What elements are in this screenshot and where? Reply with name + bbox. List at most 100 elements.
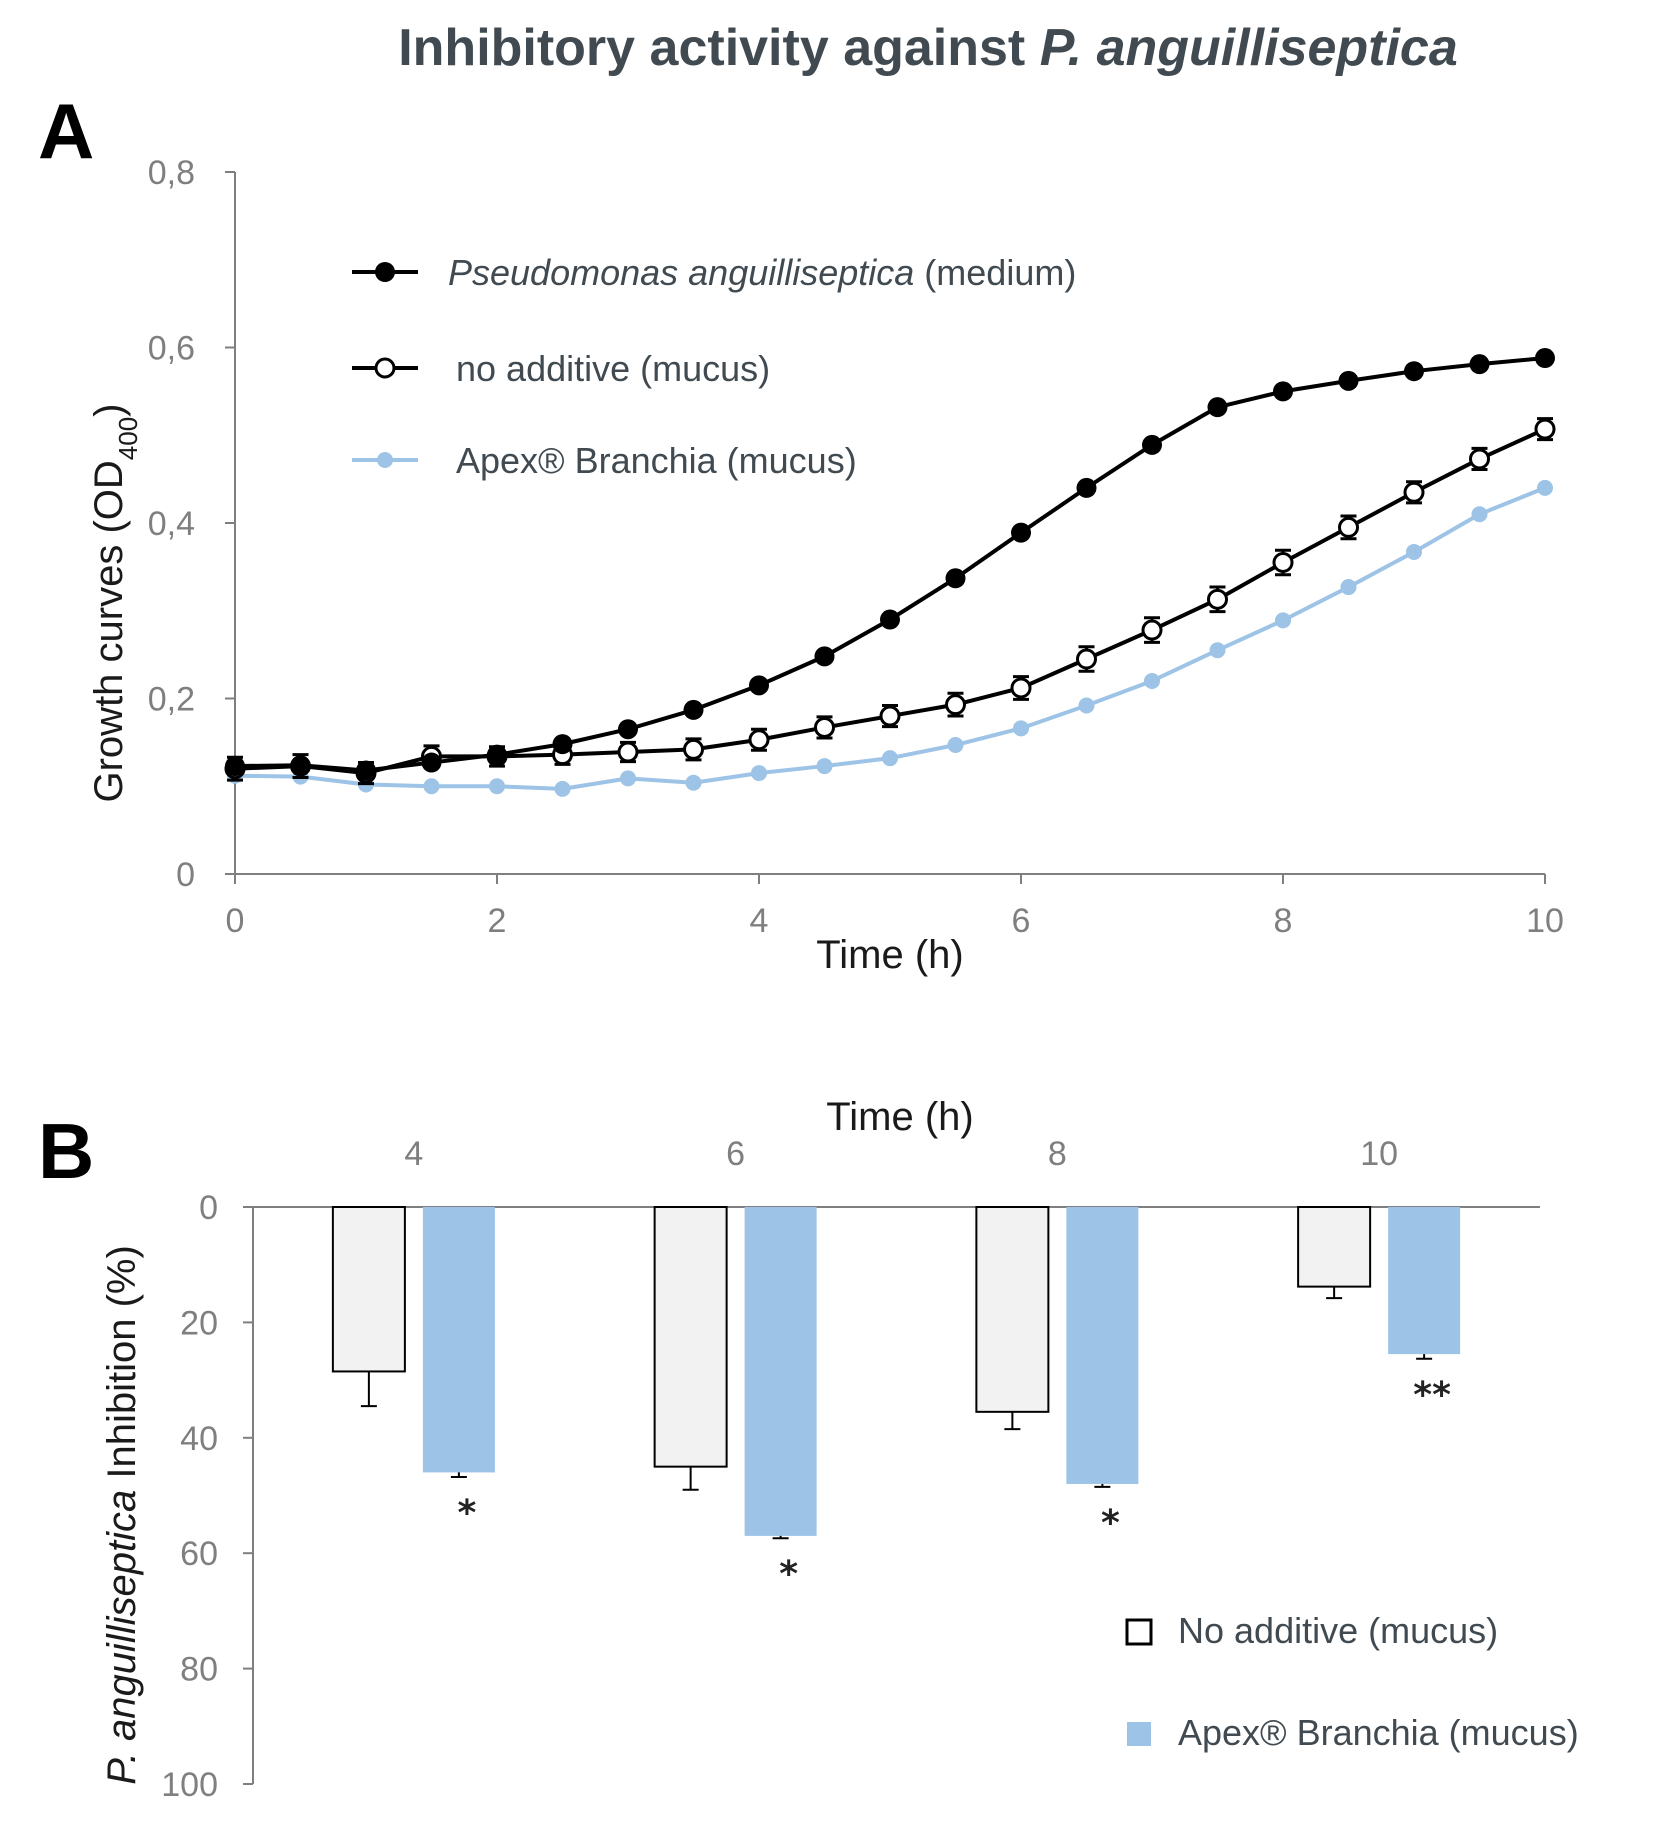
data-point <box>554 780 571 797</box>
significance-marker: * <box>457 1493 476 1534</box>
data-point <box>1406 543 1422 560</box>
y-axis-label-subscript: 400 <box>113 417 143 460</box>
data-point <box>1209 642 1226 659</box>
legend-swatch-apex <box>1127 1722 1151 1746</box>
legend-label-rest: (medium) <box>914 252 1076 293</box>
legend-label: Apex® Branchia (mucus) <box>1178 1712 1579 1753</box>
y-tick-label: 0,2 <box>148 681 195 719</box>
legend-marker <box>374 357 396 379</box>
data-point <box>1207 588 1228 610</box>
bar-apex-8 <box>1066 1207 1139 1484</box>
data-point <box>620 770 636 787</box>
data-point <box>1272 551 1294 573</box>
bar-x-axis-label: Time (h) <box>826 1095 973 1139</box>
data-point <box>421 752 442 773</box>
series-0 <box>225 348 1555 781</box>
data-point <box>1207 397 1228 418</box>
bar-category-label: 4 <box>404 1135 423 1173</box>
inhibition-legend: No additive (mucus) Apex® Branchia (mucus… <box>1125 1610 1579 1753</box>
legend-marker <box>375 262 395 282</box>
y-tick-label: 0 <box>176 856 195 894</box>
legend-swatch-no-additive <box>1125 1618 1153 1646</box>
y-axis-label-main: Growth curves (OD <box>87 460 131 802</box>
data-point <box>1275 612 1291 629</box>
data-point <box>1010 677 1032 699</box>
data-point <box>1469 448 1490 470</box>
significance-marker: ** <box>1413 1375 1451 1416</box>
legend-label: No additive (mucus) <box>1178 1610 1498 1651</box>
x-tick-label: 4 <box>750 902 769 940</box>
bar-y-axis-label: P. anguilliseptica Inhibition (%) <box>100 1245 144 1785</box>
data-point <box>356 760 376 781</box>
bar-error <box>682 1466 699 1491</box>
data-point <box>1141 619 1163 641</box>
legend-marker <box>377 452 393 468</box>
data-point <box>552 734 573 755</box>
data-point <box>617 741 639 763</box>
bar-y-axis-label-species: P. anguilliseptica <box>100 1490 144 1785</box>
data-point <box>1403 481 1425 503</box>
data-point <box>947 737 964 754</box>
bar-y-tick-label: 40 <box>180 1420 218 1458</box>
series-2 <box>227 479 1553 797</box>
data-point <box>1013 720 1029 737</box>
data-point <box>1404 361 1424 382</box>
series-1 <box>224 417 1556 786</box>
bar-no-additive-10 <box>1297 1206 1372 1288</box>
data-point <box>1144 672 1160 689</box>
data-point <box>1537 479 1553 496</box>
significance-marker: * <box>1101 1503 1120 1544</box>
bar-category-label: 6 <box>726 1135 745 1173</box>
data-point <box>618 719 638 740</box>
data-point <box>1142 434 1162 455</box>
y-axis-label-close: ) <box>87 403 131 416</box>
bar-error <box>1004 1411 1021 1431</box>
bar-no-additive-8 <box>975 1206 1050 1413</box>
bar-y-tick-label: 100 <box>161 1766 218 1804</box>
bar-apex-4 <box>422 1207 495 1473</box>
growth-curve-legend: Pseudomonas anguilliseptica (medium) no a… <box>352 252 1076 481</box>
data-point <box>880 609 900 630</box>
data-point <box>1338 370 1359 391</box>
data-point <box>882 750 898 767</box>
data-point <box>1471 506 1488 523</box>
data-point <box>1273 381 1293 402</box>
bar-error <box>360 1371 377 1408</box>
bar-error <box>772 1535 789 1540</box>
x-tick-label: 10 <box>1526 902 1564 940</box>
bar-y-tick-label: 60 <box>180 1535 218 1573</box>
data-point <box>814 716 835 738</box>
growth-curve-chart: 0 0,2 0,4 0,6 0,8 0 2 4 6 8 10 Pseudomonas anguill… <box>87 154 1564 977</box>
legend-label: Apex® Branchia (mucus) <box>456 440 857 481</box>
legend-label: no additive (mucus) <box>456 348 770 389</box>
bar-no-additive-4 <box>331 1206 406 1373</box>
bar-y-tick-label: 80 <box>180 1651 218 1689</box>
x-tick-label: 8 <box>1274 902 1293 940</box>
figure-title-main: Inhibitory activity against <box>398 19 1039 77</box>
y-tick-label: 0,6 <box>148 330 195 368</box>
legend-label: Pseudomonas anguilliseptica (medium) <box>448 252 1076 293</box>
data-point <box>814 646 835 667</box>
data-point <box>225 756 245 777</box>
panel-a-label: A <box>38 87 94 175</box>
data-point <box>816 758 833 775</box>
x-tick-label: 2 <box>488 902 507 940</box>
bar-category-label: 10 <box>1360 1135 1398 1173</box>
data-point <box>945 568 966 589</box>
data-point <box>1340 579 1357 596</box>
y-axis-label: Growth curves (OD400) <box>87 403 143 802</box>
data-point <box>489 778 505 795</box>
data-point <box>423 778 440 795</box>
data-point <box>751 765 767 782</box>
data-point <box>1535 348 1555 369</box>
data-point <box>1469 354 1490 375</box>
data-point <box>290 755 311 776</box>
x-tick-label: 6 <box>1012 902 1031 940</box>
bar-category-label: 8 <box>1048 1135 1067 1173</box>
bar-apex-10 <box>1388 1207 1461 1355</box>
y-tick-label: 0,4 <box>148 505 195 543</box>
bar-no-additive-6 <box>653 1206 728 1468</box>
legend-label-italic: Pseudomonas anguilliseptica <box>448 252 914 293</box>
